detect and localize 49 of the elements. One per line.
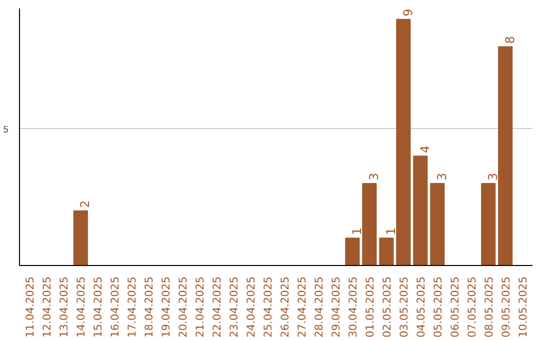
x-tick-label: 30.04.2025 [346, 276, 360, 338]
x-tick-label: 19.04.2025 [160, 276, 173, 338]
bar [413, 156, 428, 266]
bar [73, 210, 88, 266]
x-tick-label: 22.04.2025 [210, 276, 224, 338]
x-tick-label: 14.04.2025 [74, 276, 88, 338]
x-tick-label: 08.05.2025 [482, 276, 496, 338]
x-tick-label: 04.05.2025 [414, 276, 428, 338]
x-tick-label: 03.05.2025 [397, 276, 410, 338]
x-tick-label: 29.04.2025 [329, 276, 342, 338]
data-label: 3 [366, 172, 381, 180]
bar [379, 238, 394, 266]
data-label: 9 [400, 8, 415, 16]
x-tick-label: 16.04.2025 [108, 276, 122, 338]
data-label: 8 [502, 36, 517, 44]
x-tick-label: 15.04.2025 [92, 276, 105, 338]
x-tick-label: 12.04.2025 [40, 276, 54, 338]
x-tick-label: 13.04.2025 [58, 276, 71, 338]
bar [498, 46, 513, 266]
x-tick-label: 06.05.2025 [448, 276, 462, 338]
x-tick-label: 18.04.2025 [142, 276, 156, 338]
bar [362, 182, 377, 266]
data-label: 4 [418, 146, 432, 154]
x-tick-label: 11.04.2025 [24, 276, 37, 338]
x-tick-label: 21.04.2025 [194, 276, 207, 338]
x-tick-label: 09.05.2025 [499, 276, 512, 338]
x-tick-label: 20.04.2025 [176, 276, 190, 338]
y-tick-label: 5 [3, 124, 9, 134]
bar [396, 18, 411, 266]
data-label: 1 [350, 228, 364, 236]
x-tick-label: 26.04.2025 [278, 276, 292, 338]
bar [345, 238, 360, 266]
data-label: 1 [384, 228, 398, 236]
data-label: 3 [434, 172, 449, 180]
x-tick-label: 23.04.2025 [228, 276, 241, 338]
x-tick-label: 25.04.2025 [262, 276, 275, 338]
x-tick-label: 01.05.2025 [363, 276, 376, 338]
data-label: 3 [486, 172, 500, 180]
x-tick-label: 02.05.2025 [380, 276, 394, 338]
x-tick-label: 27.04.2025 [295, 276, 308, 338]
x-tick-label: 07.05.2025 [465, 276, 478, 338]
x-tick-label: 17.04.2025 [126, 276, 139, 338]
data-label: 2 [78, 200, 92, 208]
x-tick-label: 24.04.2025 [244, 276, 258, 338]
bar [430, 182, 445, 266]
bar [481, 182, 496, 266]
x-tick-label: 05.05.2025 [431, 276, 444, 338]
x-tick-label: 28.04.2025 [312, 276, 326, 338]
x-tick-label: 10.05.2025 [516, 276, 530, 338]
